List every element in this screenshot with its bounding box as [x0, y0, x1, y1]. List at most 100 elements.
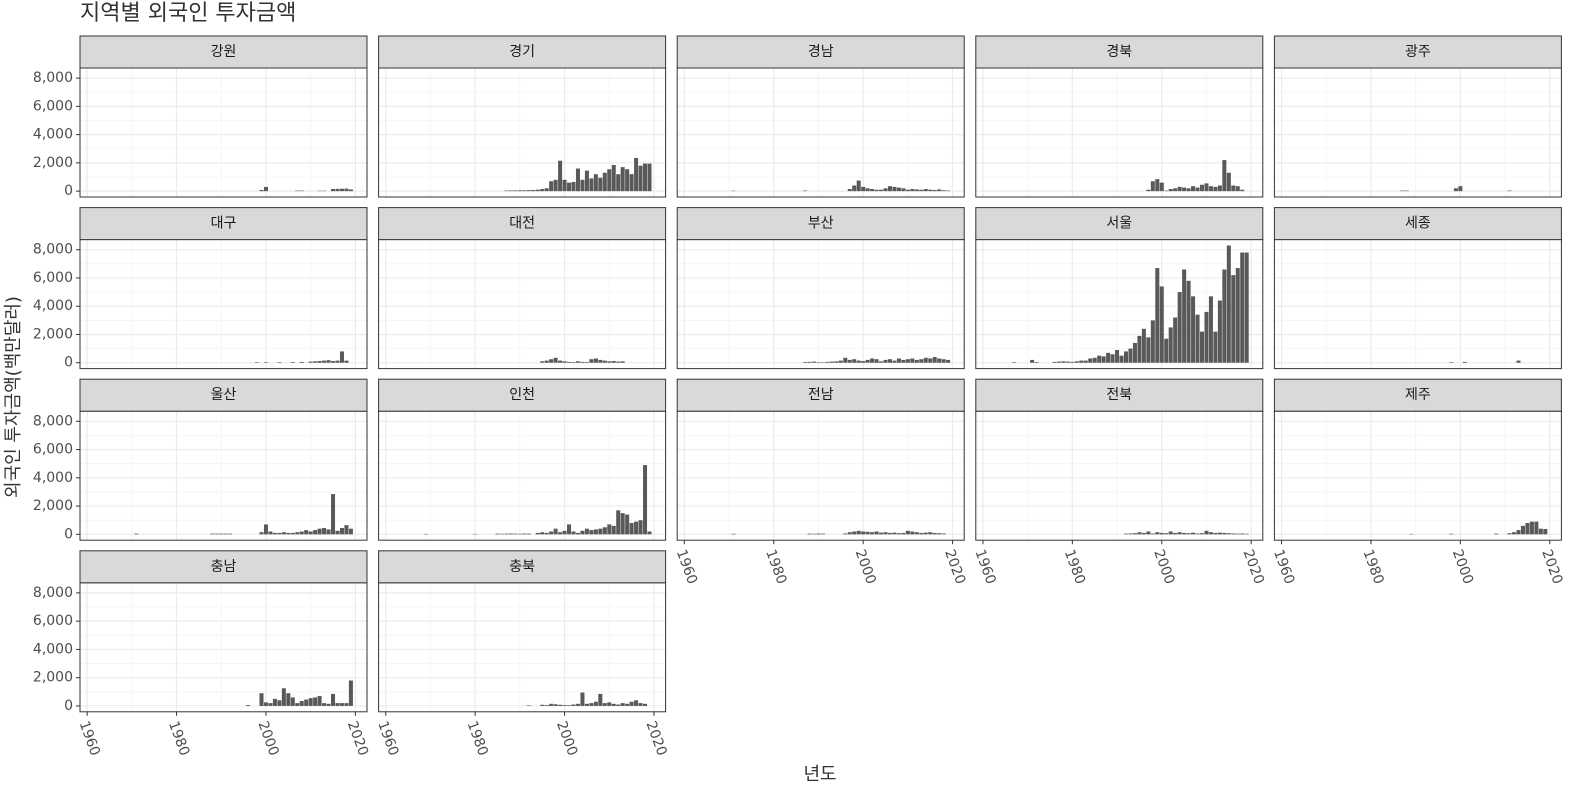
- bar: [1092, 357, 1097, 363]
- bar: [611, 361, 616, 363]
- x-tick-label: 2020: [941, 547, 968, 586]
- panel-background: [975, 411, 1263, 541]
- bar: [259, 190, 264, 192]
- bar: [526, 533, 531, 535]
- strip: [975, 378, 1264, 412]
- bar: [263, 524, 268, 535]
- x-tick-label: 1960: [76, 719, 103, 758]
- bar: [322, 360, 327, 363]
- bar: [1070, 361, 1075, 363]
- bar: [932, 357, 937, 363]
- bar: [1195, 314, 1200, 363]
- bar: [504, 533, 509, 535]
- bar: [549, 531, 554, 535]
- bar: [883, 188, 888, 192]
- bar: [331, 189, 336, 192]
- strip-label: 전남: [808, 387, 834, 403]
- bar: [1083, 360, 1088, 363]
- bar: [901, 359, 906, 363]
- bar: [602, 172, 607, 192]
- bar: [348, 528, 353, 535]
- panel-background: [378, 239, 666, 369]
- bar: [1173, 532, 1178, 535]
- strip: [378, 207, 667, 241]
- bar: [1213, 186, 1218, 192]
- bar: [281, 688, 286, 706]
- bar: [1110, 354, 1115, 363]
- bar: [643, 465, 648, 535]
- bar: [540, 189, 545, 192]
- bar: [589, 703, 594, 706]
- bar: [602, 360, 607, 363]
- bar: [593, 529, 598, 535]
- bar: [526, 190, 531, 192]
- bar: [638, 165, 643, 192]
- bar: [308, 361, 313, 363]
- panel-background: [677, 411, 965, 541]
- y-tick-label: 8,000: [33, 413, 73, 429]
- bar: [228, 533, 233, 535]
- bar: [1208, 532, 1213, 535]
- bar: [625, 169, 630, 192]
- bar: [295, 703, 300, 706]
- bar: [299, 361, 304, 363]
- bar: [1186, 280, 1191, 363]
- bar: [1128, 348, 1133, 363]
- bar: [1052, 361, 1057, 363]
- bar: [1213, 331, 1218, 363]
- bar: [562, 705, 567, 706]
- bar: [946, 190, 951, 192]
- bar: [874, 359, 879, 363]
- bar: [937, 533, 942, 535]
- bar: [932, 532, 937, 535]
- bar: [1128, 533, 1133, 535]
- bar: [339, 703, 344, 706]
- bar: [1204, 530, 1209, 535]
- bar: [856, 180, 861, 192]
- bar: [1101, 356, 1106, 363]
- bar: [1240, 252, 1245, 363]
- bar: [331, 361, 336, 363]
- bar: [607, 169, 612, 192]
- strip: [1273, 378, 1562, 412]
- bar: [919, 189, 924, 192]
- bar: [308, 531, 313, 535]
- bar: [1159, 182, 1164, 192]
- bar: [210, 533, 215, 535]
- bar: [1217, 185, 1222, 192]
- strip-label: 충북: [509, 559, 535, 575]
- bar: [317, 528, 322, 535]
- bar: [584, 703, 589, 706]
- bar: [290, 532, 295, 535]
- panel-background: [378, 582, 666, 712]
- bar: [896, 187, 901, 192]
- bar: [567, 361, 572, 363]
- bar: [558, 360, 563, 363]
- bar: [816, 362, 821, 363]
- bar: [811, 533, 817, 535]
- bar: [1199, 331, 1205, 363]
- bar: [1182, 187, 1187, 192]
- bar: [634, 521, 639, 535]
- bar: [544, 532, 549, 535]
- bar: [1030, 359, 1035, 363]
- strip: [975, 207, 1264, 241]
- bar: [1449, 362, 1454, 363]
- bar: [544, 360, 549, 363]
- bar: [575, 168, 580, 192]
- bar: [598, 359, 603, 363]
- bar: [517, 533, 522, 535]
- bar: [263, 702, 268, 706]
- bar: [638, 520, 643, 535]
- bar: [1150, 533, 1155, 535]
- bar: [313, 530, 318, 535]
- bar: [272, 532, 277, 535]
- bar: [272, 698, 277, 706]
- strip: [1273, 207, 1562, 241]
- y-tick-label: 6,000: [33, 442, 73, 458]
- bar: [598, 693, 603, 706]
- panel-background: [80, 239, 367, 369]
- bar: [1168, 531, 1173, 535]
- bar: [1217, 532, 1222, 535]
- bar: [1507, 190, 1512, 192]
